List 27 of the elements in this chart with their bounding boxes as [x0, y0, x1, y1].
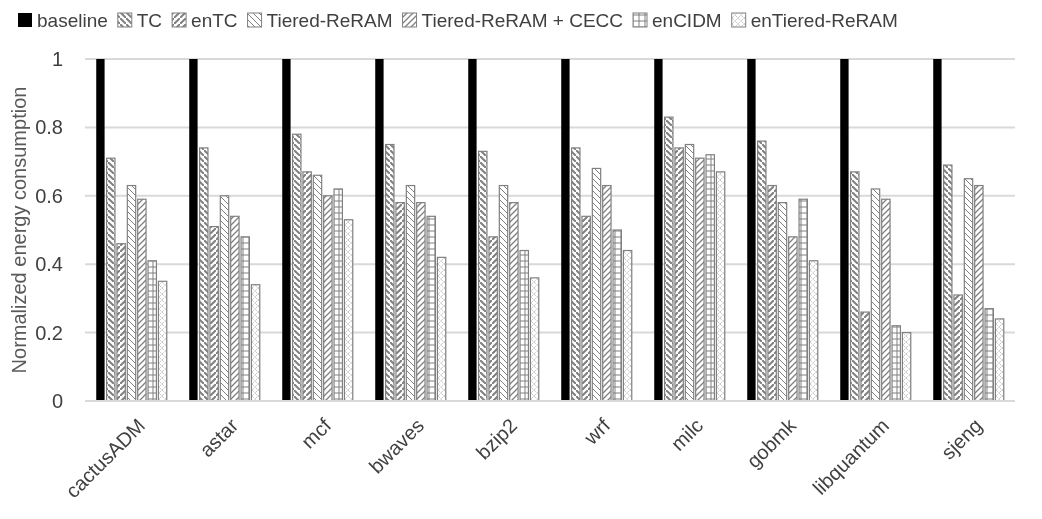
legend-label: TC	[136, 10, 163, 31]
legend-label: baseline	[37, 10, 108, 31]
legend-label: enTC	[191, 10, 238, 31]
y-tick-label: 0.8	[35, 116, 63, 139]
bar	[375, 59, 384, 401]
bar	[282, 59, 291, 401]
y-tick-label: 0.4	[35, 253, 63, 276]
legend-label: enTiered-ReRAM	[750, 10, 898, 31]
y-tick-label: 1	[51, 48, 63, 70]
legend-label: Tiered-ReRAM + CECC	[421, 10, 624, 31]
bar	[747, 59, 756, 401]
bar	[468, 59, 477, 401]
y-tick-label: 0.2	[35, 321, 63, 344]
legend-label: Tiered-ReRAM	[266, 10, 393, 31]
x-tick-label: mcf	[296, 413, 336, 453]
x-tick-label: wrf	[579, 413, 615, 450]
y-tick-label: 0.6	[35, 184, 63, 207]
legend-label: enCIDM	[652, 10, 722, 31]
bar	[654, 59, 663, 401]
bar	[189, 59, 198, 401]
bar	[840, 59, 849, 401]
y-axis-title: Normalized energy consumption	[8, 86, 30, 374]
y-tick-label: 0	[51, 390, 63, 412]
bar	[96, 59, 105, 401]
bar	[933, 59, 942, 401]
bar	[561, 59, 570, 401]
x-tick-label: milc	[666, 414, 708, 455]
